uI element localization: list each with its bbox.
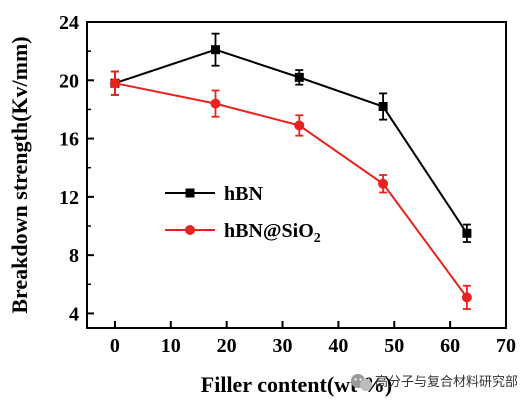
watermark: 高分子与复合材料研究部 [351, 374, 518, 391]
x-tick-label: 0 [110, 335, 120, 357]
data-point-hbn-sio2 [462, 292, 472, 302]
watermark-text: 高分子与复合材料研究部 [375, 374, 518, 390]
series-hbn [110, 34, 471, 242]
series-line-hbn [115, 50, 467, 234]
data-point-hbn-sio2 [210, 99, 220, 109]
data-point-hbn [379, 102, 388, 111]
x-tick-label: 70 [496, 335, 516, 357]
x-tick-label: 10 [161, 335, 181, 357]
data-point-hbn-sio2 [378, 179, 388, 189]
legend-label-hbn-sio2: hBN@SiO2 [224, 220, 321, 246]
series-line-hbn-sio2 [115, 83, 467, 297]
x-tick-label: 20 [217, 335, 237, 357]
y-tick-label: 24 [59, 12, 79, 34]
x-tick-label: 30 [273, 335, 293, 357]
x-tick-label: 60 [440, 335, 460, 357]
y-tick-label: 20 [59, 70, 79, 92]
legend-label-subscript: 2 [314, 231, 321, 246]
y-axis-title: Breakdown strength(Kv/mm) [7, 36, 32, 313]
legend-marker-hbn-sio2 [185, 225, 195, 235]
data-point-hbn [462, 229, 471, 238]
legend-item-hbn: hBN [165, 183, 263, 205]
x-tick-label: 40 [328, 335, 348, 357]
legend-label-hbn: hBN [224, 183, 263, 205]
legend: hBN hBN@SiO2 [165, 183, 321, 246]
legend-label-base: hBN@SiO [224, 220, 314, 242]
legend-marker-hbn [186, 189, 195, 198]
y-tick-label: 4 [69, 303, 79, 325]
y-tick-label: 12 [59, 187, 79, 209]
plot-frame [87, 22, 506, 328]
series-hbn-sio2 [110, 72, 472, 310]
data-point-hbn-sio2 [110, 78, 120, 88]
data-point-hbn [211, 45, 220, 54]
y-tick-label: 8 [69, 245, 79, 267]
legend-item-hbn-sio2: hBN@SiO2 [165, 220, 321, 246]
y-tick-label: 16 [59, 129, 79, 151]
data-point-hbn [295, 73, 304, 82]
data-point-hbn-sio2 [294, 120, 304, 130]
x-tick-label: 50 [384, 335, 404, 357]
